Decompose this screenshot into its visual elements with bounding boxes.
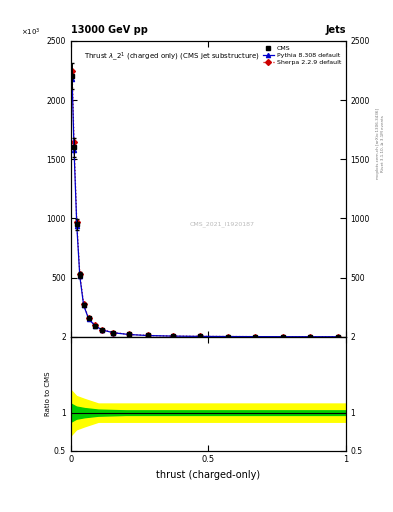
Sherpa 2.2.9 default: [225, 333, 230, 339]
Pythia 8.308 default: [126, 331, 131, 337]
Sherpa 2.2.9 default: [126, 331, 131, 337]
Pythia 8.308 default: [81, 303, 86, 309]
Pythia 8.308 default: [86, 316, 91, 322]
Pythia 8.308 default: [280, 334, 285, 340]
Pythia 8.308 default: [198, 333, 202, 339]
Y-axis label: $\frac{1}{\mathrm{d}N}$ $\frac{\mathrm{d}^2 N}{\mathrm{d}\lambda\, \mathrm{d}p_T: $\frac{1}{\mathrm{d}N}$ $\frac{\mathrm{d…: [0, 175, 5, 202]
Text: CMS_2021_I1920187: CMS_2021_I1920187: [189, 222, 255, 227]
Y-axis label: Ratio to CMS: Ratio to CMS: [45, 371, 51, 416]
Line: Sherpa 2.2.9 default: Sherpa 2.2.9 default: [70, 69, 340, 339]
Pythia 8.308 default: [335, 334, 340, 340]
Sherpa 2.2.9 default: [74, 219, 79, 225]
Sherpa 2.2.9 default: [100, 327, 105, 333]
Pythia 8.308 default: [100, 327, 105, 333]
Sherpa 2.2.9 default: [86, 315, 91, 321]
Sherpa 2.2.9 default: [280, 334, 285, 340]
Pythia 8.308 default: [74, 223, 79, 229]
Text: $\times10^3$: $\times10^3$: [21, 27, 41, 38]
Pythia 8.308 default: [145, 332, 150, 338]
Legend: CMS, Pythia 8.308 default, Sherpa 2.2.9 default: CMS, Pythia 8.308 default, Sherpa 2.2.9 …: [261, 44, 343, 67]
Text: Thrust $\lambda$_2$^1$ (charged only) (CMS jet substructure): Thrust $\lambda$_2$^1$ (charged only) (C…: [84, 50, 261, 62]
Pythia 8.308 default: [253, 333, 257, 339]
Sherpa 2.2.9 default: [93, 322, 97, 328]
Pythia 8.308 default: [77, 273, 82, 280]
Sherpa 2.2.9 default: [81, 301, 86, 307]
X-axis label: thrust (charged-only): thrust (charged-only): [156, 470, 260, 480]
Text: Jets: Jets: [325, 25, 346, 35]
Sherpa 2.2.9 default: [308, 334, 312, 340]
Text: Rivet 3.1.10, ≥ 3.1M events: Rivet 3.1.10, ≥ 3.1M events: [381, 115, 385, 172]
Text: mcplots.cern.ch [arXiv:1306.3436]: mcplots.cern.ch [arXiv:1306.3436]: [376, 108, 380, 179]
Sherpa 2.2.9 default: [335, 334, 340, 340]
Sherpa 2.2.9 default: [170, 333, 175, 339]
Sherpa 2.2.9 default: [77, 271, 82, 277]
Sherpa 2.2.9 default: [111, 329, 116, 335]
Pythia 8.308 default: [170, 333, 175, 339]
Pythia 8.308 default: [225, 333, 230, 339]
Sherpa 2.2.9 default: [253, 333, 257, 339]
Text: 13000 GeV pp: 13000 GeV pp: [71, 25, 148, 35]
Pythia 8.308 default: [111, 330, 116, 336]
Line: Pythia 8.308 default: Pythia 8.308 default: [70, 77, 340, 339]
Sherpa 2.2.9 default: [145, 332, 150, 338]
Sherpa 2.2.9 default: [198, 333, 202, 339]
Pythia 8.308 default: [93, 323, 97, 329]
Pythia 8.308 default: [70, 76, 75, 82]
Sherpa 2.2.9 default: [72, 138, 76, 144]
Pythia 8.308 default: [72, 147, 76, 153]
Sherpa 2.2.9 default: [70, 68, 75, 74]
Pythia 8.308 default: [308, 334, 312, 340]
